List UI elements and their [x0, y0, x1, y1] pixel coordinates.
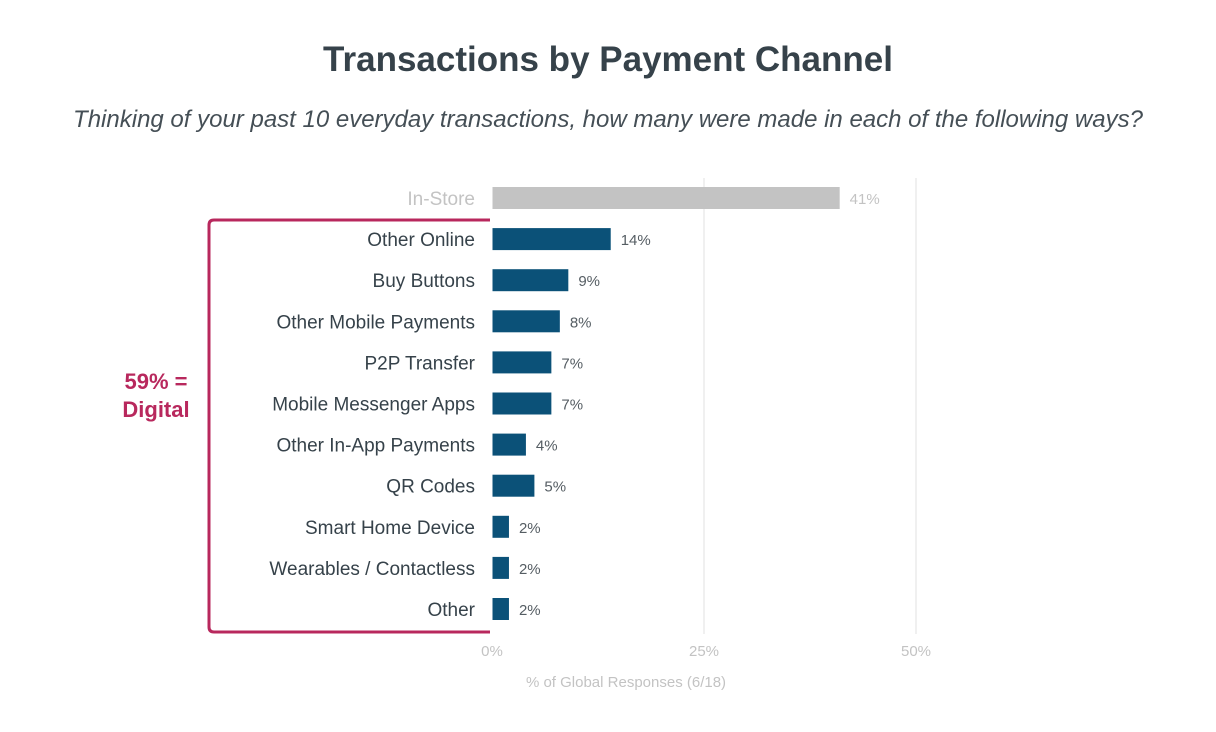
value-label: 7% [561, 397, 583, 414]
bar [492, 392, 552, 415]
value-label: 5% [544, 479, 566, 496]
bar [492, 187, 840, 209]
bar [492, 556, 509, 579]
chart-subtitle: Thinking of your past 10 everyday transa… [73, 106, 1143, 133]
value-label: 8% [570, 314, 592, 331]
category-label: QR Codes [386, 477, 475, 498]
category-label: In-Store [407, 189, 475, 210]
value-label: 4% [536, 438, 558, 455]
category-label: Other Online [367, 230, 475, 251]
digital-bracket [207, 218, 490, 634]
value-label: 41% [850, 191, 880, 208]
x-tick-label: 50% [901, 643, 931, 660]
bar [492, 433, 526, 456]
category-label: Buy Buttons [373, 271, 475, 292]
value-label: 7% [561, 355, 583, 372]
category-label: Smart Home Device [305, 518, 475, 539]
value-label: 9% [578, 273, 600, 290]
x-axis-title: % of Global Responses (6/18) [526, 674, 726, 691]
digital-share-annotation: 59% = Digital [100, 368, 212, 424]
value-label: 14% [621, 232, 651, 249]
value-label: 2% [519, 520, 541, 537]
bar [492, 310, 560, 333]
digital-share-line-1: 59% = [124, 369, 188, 394]
x-tick-label: 25% [689, 643, 719, 660]
category-label: Other In-App Payments [276, 436, 475, 457]
chart-title: Transactions by Payment Channel [323, 40, 893, 79]
bar [492, 474, 535, 497]
category-label: Wearables / Contactless [269, 559, 475, 580]
digital-share-line-2: Digital [122, 397, 190, 422]
bar [492, 228, 611, 251]
bar [492, 515, 509, 538]
category-label: Mobile Messenger Apps [272, 395, 475, 416]
value-label: 2% [519, 602, 541, 619]
bar [492, 351, 552, 374]
value-label: 2% [519, 561, 541, 578]
category-label: Other [427, 600, 475, 621]
category-label: Other Mobile Payments [276, 312, 475, 333]
x-tick-label: 0% [481, 643, 503, 660]
bar [492, 598, 509, 620]
bar [492, 269, 569, 292]
category-label: P2P Transfer [364, 353, 475, 374]
